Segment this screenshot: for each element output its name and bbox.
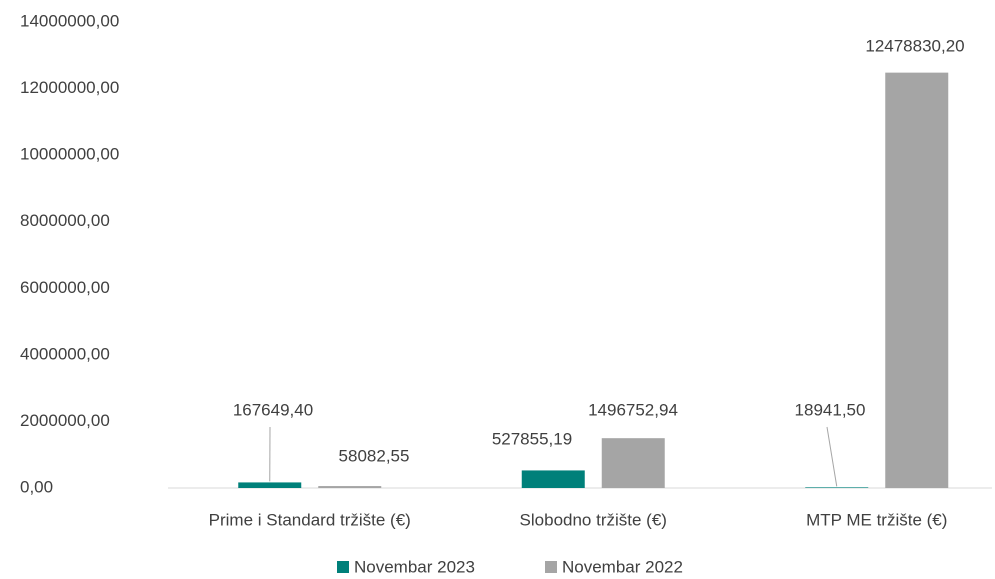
x-tick-label: Prime i Standard tržište (€) bbox=[209, 510, 411, 529]
leader-line bbox=[826, 426, 838, 487]
bar bbox=[318, 486, 382, 488]
bar bbox=[885, 72, 949, 488]
legend-swatch bbox=[337, 561, 349, 573]
data-label: 12478830,20 bbox=[865, 36, 964, 55]
data-label: 167649,40 bbox=[233, 400, 313, 419]
bar bbox=[238, 482, 302, 488]
y-tick-label: 10000000,00 bbox=[20, 145, 119, 164]
x-tick-label: Slobodno tržište (€) bbox=[520, 510, 667, 529]
y-tick-label: 2000000,00 bbox=[20, 411, 110, 430]
legend-label: Novembar 2022 bbox=[562, 557, 683, 576]
y-tick-label: 4000000,00 bbox=[20, 344, 110, 363]
legend-swatch bbox=[545, 561, 557, 573]
y-tick-label: 6000000,00 bbox=[20, 278, 110, 297]
data-label: 58082,55 bbox=[339, 446, 410, 465]
y-tick-label: 8000000,00 bbox=[20, 211, 110, 230]
y-tick-label: 14000000,00 bbox=[20, 11, 119, 30]
data-label: 1496752,94 bbox=[588, 400, 678, 419]
legend-label: Novembar 2023 bbox=[354, 557, 475, 576]
data-label: 18941,50 bbox=[795, 400, 866, 419]
x-tick-label: MTP ME tržište (€) bbox=[806, 510, 947, 529]
data-label: 527855,19 bbox=[492, 429, 572, 448]
bar bbox=[601, 438, 665, 488]
bar bbox=[805, 487, 869, 488]
y-tick-label: 12000000,00 bbox=[20, 78, 119, 97]
y-tick-label: 0,00 bbox=[20, 477, 53, 496]
bar bbox=[521, 470, 585, 488]
